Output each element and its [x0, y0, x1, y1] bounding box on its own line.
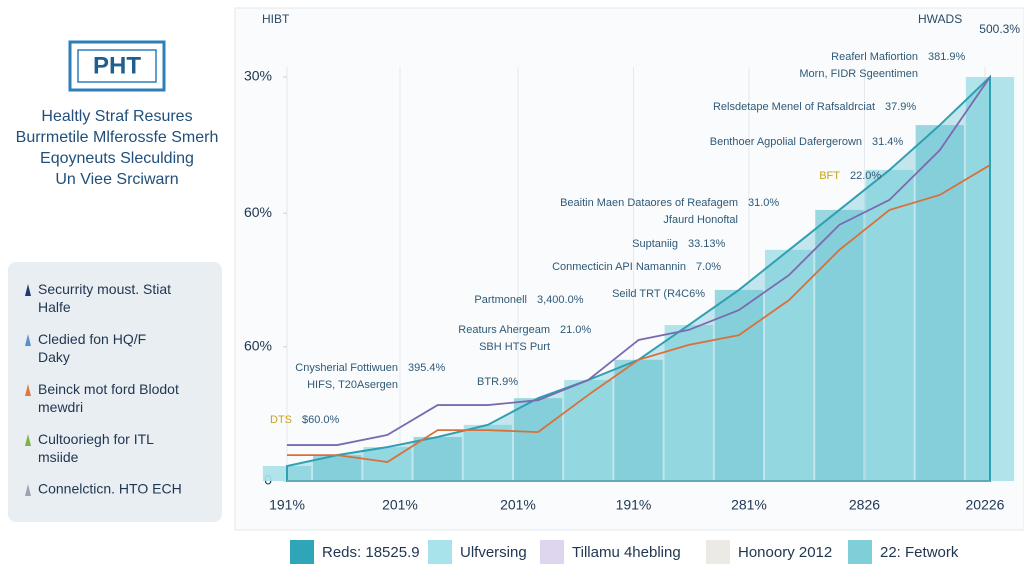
x-tick-label: 201% [500, 497, 536, 513]
legend-marker [25, 384, 31, 396]
side-legend-label: Securrity moust. Stiat Halfe [38, 281, 171, 315]
x-tick-label: 201% [382, 497, 418, 513]
line [287, 76, 991, 446]
annotation-text: Jfaurd Honoftal [663, 214, 738, 226]
bar [765, 249, 814, 481]
annotation-text: Beaitin Maen Dataores of Reafagem [560, 197, 738, 209]
line [287, 164, 991, 463]
annotation-value: $60.0% [302, 414, 340, 426]
annotation-text: Conmecticin API Namannin [552, 261, 686, 273]
annotation-text: Partmonell [474, 294, 527, 306]
legend-label: Honoory 2012 [738, 544, 832, 561]
annotation-text: Morn, FIDR Sgeentimen [799, 68, 918, 80]
annotation-text: SBH HTS Purt [479, 341, 550, 353]
annotation-value: 37.9% [885, 101, 916, 113]
annotation-text: Suptaniig [632, 238, 678, 250]
legend-marker [25, 434, 31, 446]
bar [463, 424, 512, 481]
bar [815, 209, 864, 481]
annotation-value: 31.0% [748, 197, 779, 209]
bar [564, 380, 613, 481]
annotation-text: HIFS, T20Asergen [307, 379, 398, 391]
side-legend-label: Beinck mot ford Blodot mewdri [38, 381, 179, 415]
area [286, 74, 991, 482]
side-legend-label: Cledied fon HQ/F Daky [38, 331, 146, 365]
side-title: Un Viee Srciwarn [55, 171, 178, 188]
corner-label: HWADS [918, 12, 962, 26]
corner-label: HIBT [262, 12, 290, 26]
bar [614, 359, 663, 481]
x-tick-label: 281% [731, 497, 767, 513]
annotation-value: 31.4% [872, 136, 903, 148]
y-tick-label: 60% [244, 204, 272, 220]
annotation-text: Reaturs Ahergeam [458, 324, 550, 336]
annotation-value: 21.0% [560, 324, 591, 336]
side-title: Eqoyneuts Sleculding [40, 150, 194, 167]
legend-label: 22: Fetwork [880, 544, 959, 561]
corner-label: 500.3% [979, 22, 1020, 36]
legend-swatch [540, 540, 564, 564]
annotation-text: DTS [270, 414, 292, 426]
legend-label: Ulfversing [460, 544, 527, 561]
x-tick-label: 191% [616, 497, 652, 513]
legend-marker [25, 484, 31, 496]
legend-swatch [706, 540, 730, 564]
legend-marker [25, 284, 31, 296]
x-tick-label: 2826 [849, 497, 880, 513]
annotation-text: Cnysherial Fottiwuen [295, 362, 398, 374]
y-tick-label: 30% [244, 68, 272, 84]
annotation-text: BFT [819, 170, 840, 182]
logo-inner [77, 49, 157, 83]
legend-swatch [428, 540, 452, 564]
side-legend-box [8, 262, 222, 522]
legend-label: Reds: 18525.9 [322, 544, 420, 561]
annotation-value: 3,400.0% [537, 294, 584, 306]
annotation-text: Benthoer Agpolial Dafergerown [710, 136, 862, 148]
side-legend-label: Cultooriegh for ITL msiide [38, 431, 154, 465]
annotation-value: 33.13% [688, 238, 726, 250]
side-title: Burrmetile Mlferossfe Smerh [16, 129, 219, 146]
legend-swatch [290, 540, 314, 564]
logo-text: PHT [93, 52, 141, 79]
annotation-value: 395.4% [408, 362, 446, 374]
bar [413, 436, 462, 481]
annotation-text: Seild TRT (R4C6% [612, 288, 705, 300]
x-tick-label: 20226 [966, 497, 1005, 513]
annotation-value: 381.9% [928, 51, 966, 63]
x-tick-label: 191% [269, 497, 305, 513]
annotation-text: Relsdetape Menel of Rafsaldrciat [713, 101, 875, 113]
y-tick-label: 60% [244, 338, 272, 354]
annotation-text: Reaferl Mafiortion [831, 51, 918, 63]
bar [664, 325, 713, 481]
legend-marker [25, 334, 31, 346]
bar [714, 289, 764, 481]
bar [513, 398, 563, 481]
annotation-text: BTR.9% [477, 376, 518, 388]
legend-swatch [848, 540, 872, 564]
annotation-value: 22.0% [850, 170, 881, 182]
legend-label: Tillamu 4hebling [572, 544, 681, 561]
annotation-value: 7.0% [696, 261, 721, 273]
side-title: Healtly Straf Resures [41, 108, 192, 125]
side-legend-label: Connelcticn. HTO ECH [38, 481, 182, 497]
